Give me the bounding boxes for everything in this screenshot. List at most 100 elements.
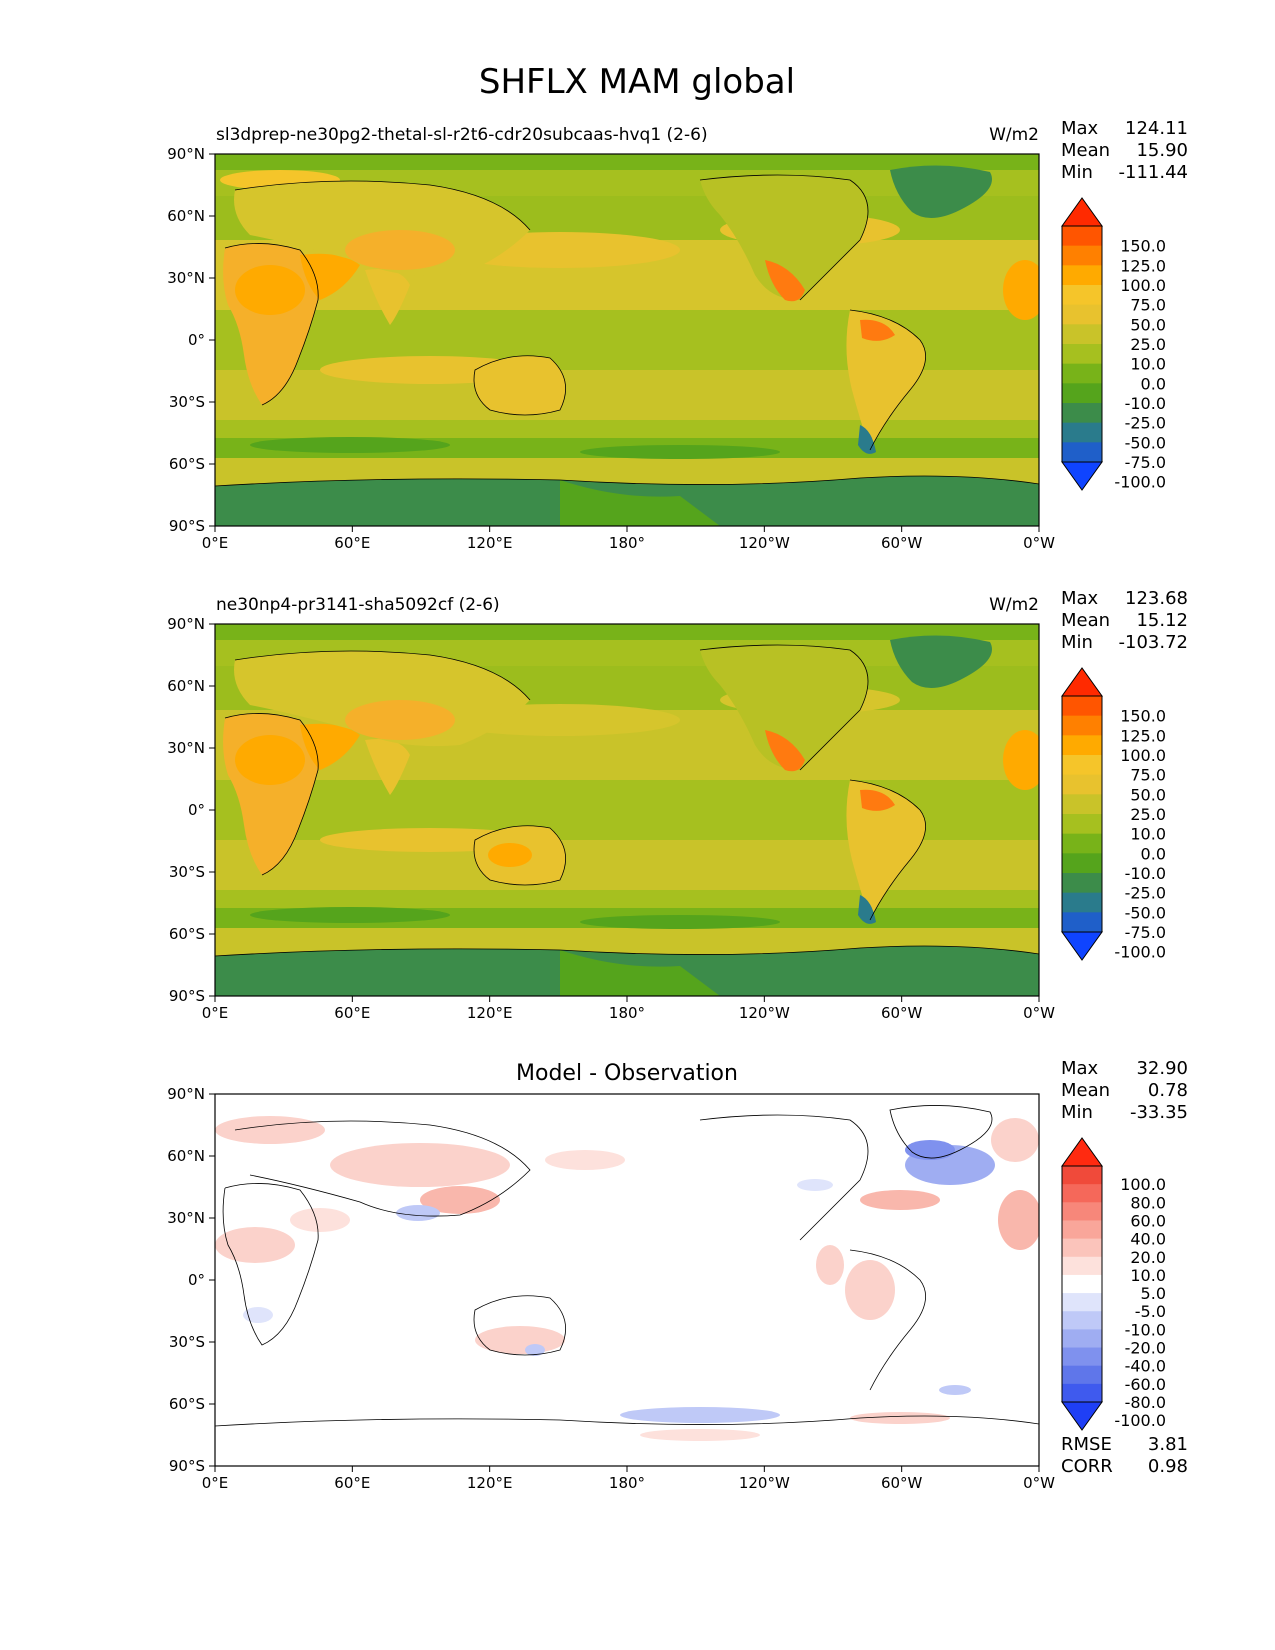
colorbar-tick-label: 50.0 xyxy=(1130,315,1166,334)
lat-tick-label: 90°N xyxy=(167,615,205,633)
colorbar-segment xyxy=(1062,814,1102,835)
stat-value: -103.72 xyxy=(1119,632,1188,653)
lat-tick-label: 60°N xyxy=(167,1147,205,1165)
footer-stat-value: 3.81 xyxy=(1148,1434,1188,1455)
stat-label: Max xyxy=(1061,118,1099,139)
colorbar: 150.0125.0100.075.050.025.010.00.0-10.0-… xyxy=(1061,197,1166,492)
colorbar-segment xyxy=(1062,1220,1102,1240)
panel-left-title: sl3dprep-ne30pg2-thetal-sl-r2t6-cdr20sub… xyxy=(216,125,708,145)
lon-tick-label: 120°E xyxy=(467,1474,513,1492)
colorbar-tick-label: 50.0 xyxy=(1130,785,1166,804)
lon-tick-label: 180° xyxy=(609,1004,645,1022)
colorbar-segment xyxy=(1062,344,1102,365)
lat-tick-label: 90°S xyxy=(169,987,205,1005)
panel-3: 90°N 60°N 30°N 0° 30°S 60°S 90°S0°E 60°E 120°E 18… xyxy=(167,1058,1188,1492)
colorbar-segment xyxy=(1062,735,1102,756)
colorbar-tick-label: 75.0 xyxy=(1130,766,1166,785)
figure-title: SHFLX MAM global xyxy=(479,62,795,102)
colorbar-segment xyxy=(1062,892,1102,913)
colorbar-tick-label: 20.0 xyxy=(1130,1248,1166,1267)
footer-stats: RMSE 3.81 CORR 0.98 xyxy=(1061,1434,1188,1477)
colorbar-tick-label: -60.0 xyxy=(1125,1375,1166,1394)
colorbar-segment xyxy=(1062,1238,1102,1258)
lat-tick-label: 0° xyxy=(188,331,205,349)
lon-tick-label: 0°E xyxy=(202,534,229,552)
colorbar-segment xyxy=(1062,304,1102,325)
colorbar-frame xyxy=(1061,695,1103,933)
stat-value: 15.90 xyxy=(1136,140,1188,161)
colorbar-tick-label: 60.0 xyxy=(1130,1211,1166,1230)
stat-value: 0.78 xyxy=(1148,1080,1188,1101)
panel-2: 90°N 60°N 30°N 0° 30°S 60°S 90°S0°E 60°E 120°E 18… xyxy=(167,588,1188,1022)
map-axes: 90°N 60°N 30°N 0° 30°S 60°S 90°S0°E 60°E 120°E 18… xyxy=(167,615,1055,1022)
colorbar-segment xyxy=(1062,1311,1102,1330)
colorbar-segment xyxy=(1062,1166,1102,1185)
colorbar-tick-label: -75.0 xyxy=(1125,453,1166,472)
map-axes: 90°N 60°N 30°N 0° 30°S 60°S 90°S0°E 60°E 120°E 18… xyxy=(167,145,1055,552)
lon-tick-label: 0°W xyxy=(1023,534,1055,552)
colorbar-segment xyxy=(1062,226,1102,247)
lon-tick-label: 180° xyxy=(609,1474,645,1492)
lon-tick-label: 180° xyxy=(609,534,645,552)
lon-tick-label: 120°W xyxy=(739,1474,790,1492)
footer-stat-value: 0.98 xyxy=(1148,1456,1188,1477)
colorbar-extend-min xyxy=(1061,1401,1103,1431)
colorbar-tick-label: -50.0 xyxy=(1125,433,1166,452)
colorbar-tick-label: 150.0 xyxy=(1120,707,1166,726)
colorbar-tick-label: 0.0 xyxy=(1141,374,1166,393)
colorbar-segment xyxy=(1062,442,1102,463)
colorbar-segment xyxy=(1062,1383,1102,1403)
colorbar-tick-label: 125.0 xyxy=(1120,726,1166,745)
colorbar-segment xyxy=(1062,833,1102,854)
colorbar-extend-min xyxy=(1061,461,1103,491)
lat-tick-label: 30°N xyxy=(167,739,205,757)
colorbar-extend-max xyxy=(1061,1137,1103,1167)
colorbar-segment xyxy=(1062,383,1102,404)
colorbar-segment xyxy=(1062,285,1102,306)
footer-stat-label: CORR xyxy=(1061,1456,1113,1477)
colorbar-tick-label: 10.0 xyxy=(1130,355,1166,374)
stat-value: 123.68 xyxy=(1125,588,1188,609)
colorbar-tick-label: 100.0 xyxy=(1120,746,1166,765)
lon-tick-label: 60°W xyxy=(881,1004,923,1022)
colorbar-segment xyxy=(1062,755,1102,776)
colorbar-tick-label: 100.0 xyxy=(1120,1175,1166,1194)
lon-tick-label: 0°E xyxy=(202,1004,229,1022)
lat-tick-label: 30°N xyxy=(167,269,205,287)
stats-box: Max 123.68 Mean 15.12 Min -103.72 xyxy=(1061,588,1188,653)
stat-value: -111.44 xyxy=(1119,162,1188,183)
stat-label: Max xyxy=(1061,588,1099,609)
lat-tick-label: 90°N xyxy=(167,1085,205,1103)
colorbar-segment xyxy=(1062,422,1102,443)
colorbar-tick-label: 75.0 xyxy=(1130,296,1166,315)
colorbar-frame xyxy=(1061,225,1103,463)
colorbar-segment xyxy=(1062,696,1102,717)
colorbar-frame xyxy=(1061,1165,1103,1403)
colorbar-extend-max xyxy=(1061,197,1103,227)
map-field-1 xyxy=(215,154,1039,526)
colorbar-tick-label: -100.0 xyxy=(1114,943,1166,962)
footer-stat-label: RMSE xyxy=(1061,1434,1112,1455)
map-field-2 xyxy=(215,624,1039,996)
colorbar-tick-label: -25.0 xyxy=(1125,884,1166,903)
colorbar-tick-label: 80.0 xyxy=(1130,1193,1166,1212)
stat-label: Mean xyxy=(1061,1080,1110,1101)
lat-tick-label: 60°N xyxy=(167,207,205,225)
stats-box: Max 124.11 Mean 15.90 Min -111.44 xyxy=(1061,118,1188,183)
colorbar-segment xyxy=(1062,794,1102,815)
colorbar-tick-label: 150.0 xyxy=(1120,237,1166,256)
colorbar-tick-label: 10.0 xyxy=(1130,825,1166,844)
map-axes: 90°N 60°N 30°N 0° 30°S 60°S 90°S0°E 60°E 120°E 18… xyxy=(167,1085,1055,1492)
colorbar-tick-label: -80.0 xyxy=(1125,1393,1166,1412)
colorbar-segment xyxy=(1062,1329,1102,1349)
panel-center-title: Model - Observation xyxy=(516,1061,738,1086)
lon-tick-label: 120°W xyxy=(739,1004,790,1022)
stats-box: Max 32.90 Mean 0.78 Min -33.35 xyxy=(1061,1058,1188,1123)
colorbar-tick-label: -10.0 xyxy=(1125,864,1166,883)
lon-tick-label: 0°E xyxy=(202,1474,229,1492)
lat-tick-label: 60°S xyxy=(169,1395,205,1413)
colorbar-tick-label: -5.0 xyxy=(1135,1302,1166,1321)
lon-tick-label: 0°W xyxy=(1023,1474,1055,1492)
colorbar-segment xyxy=(1062,853,1102,874)
